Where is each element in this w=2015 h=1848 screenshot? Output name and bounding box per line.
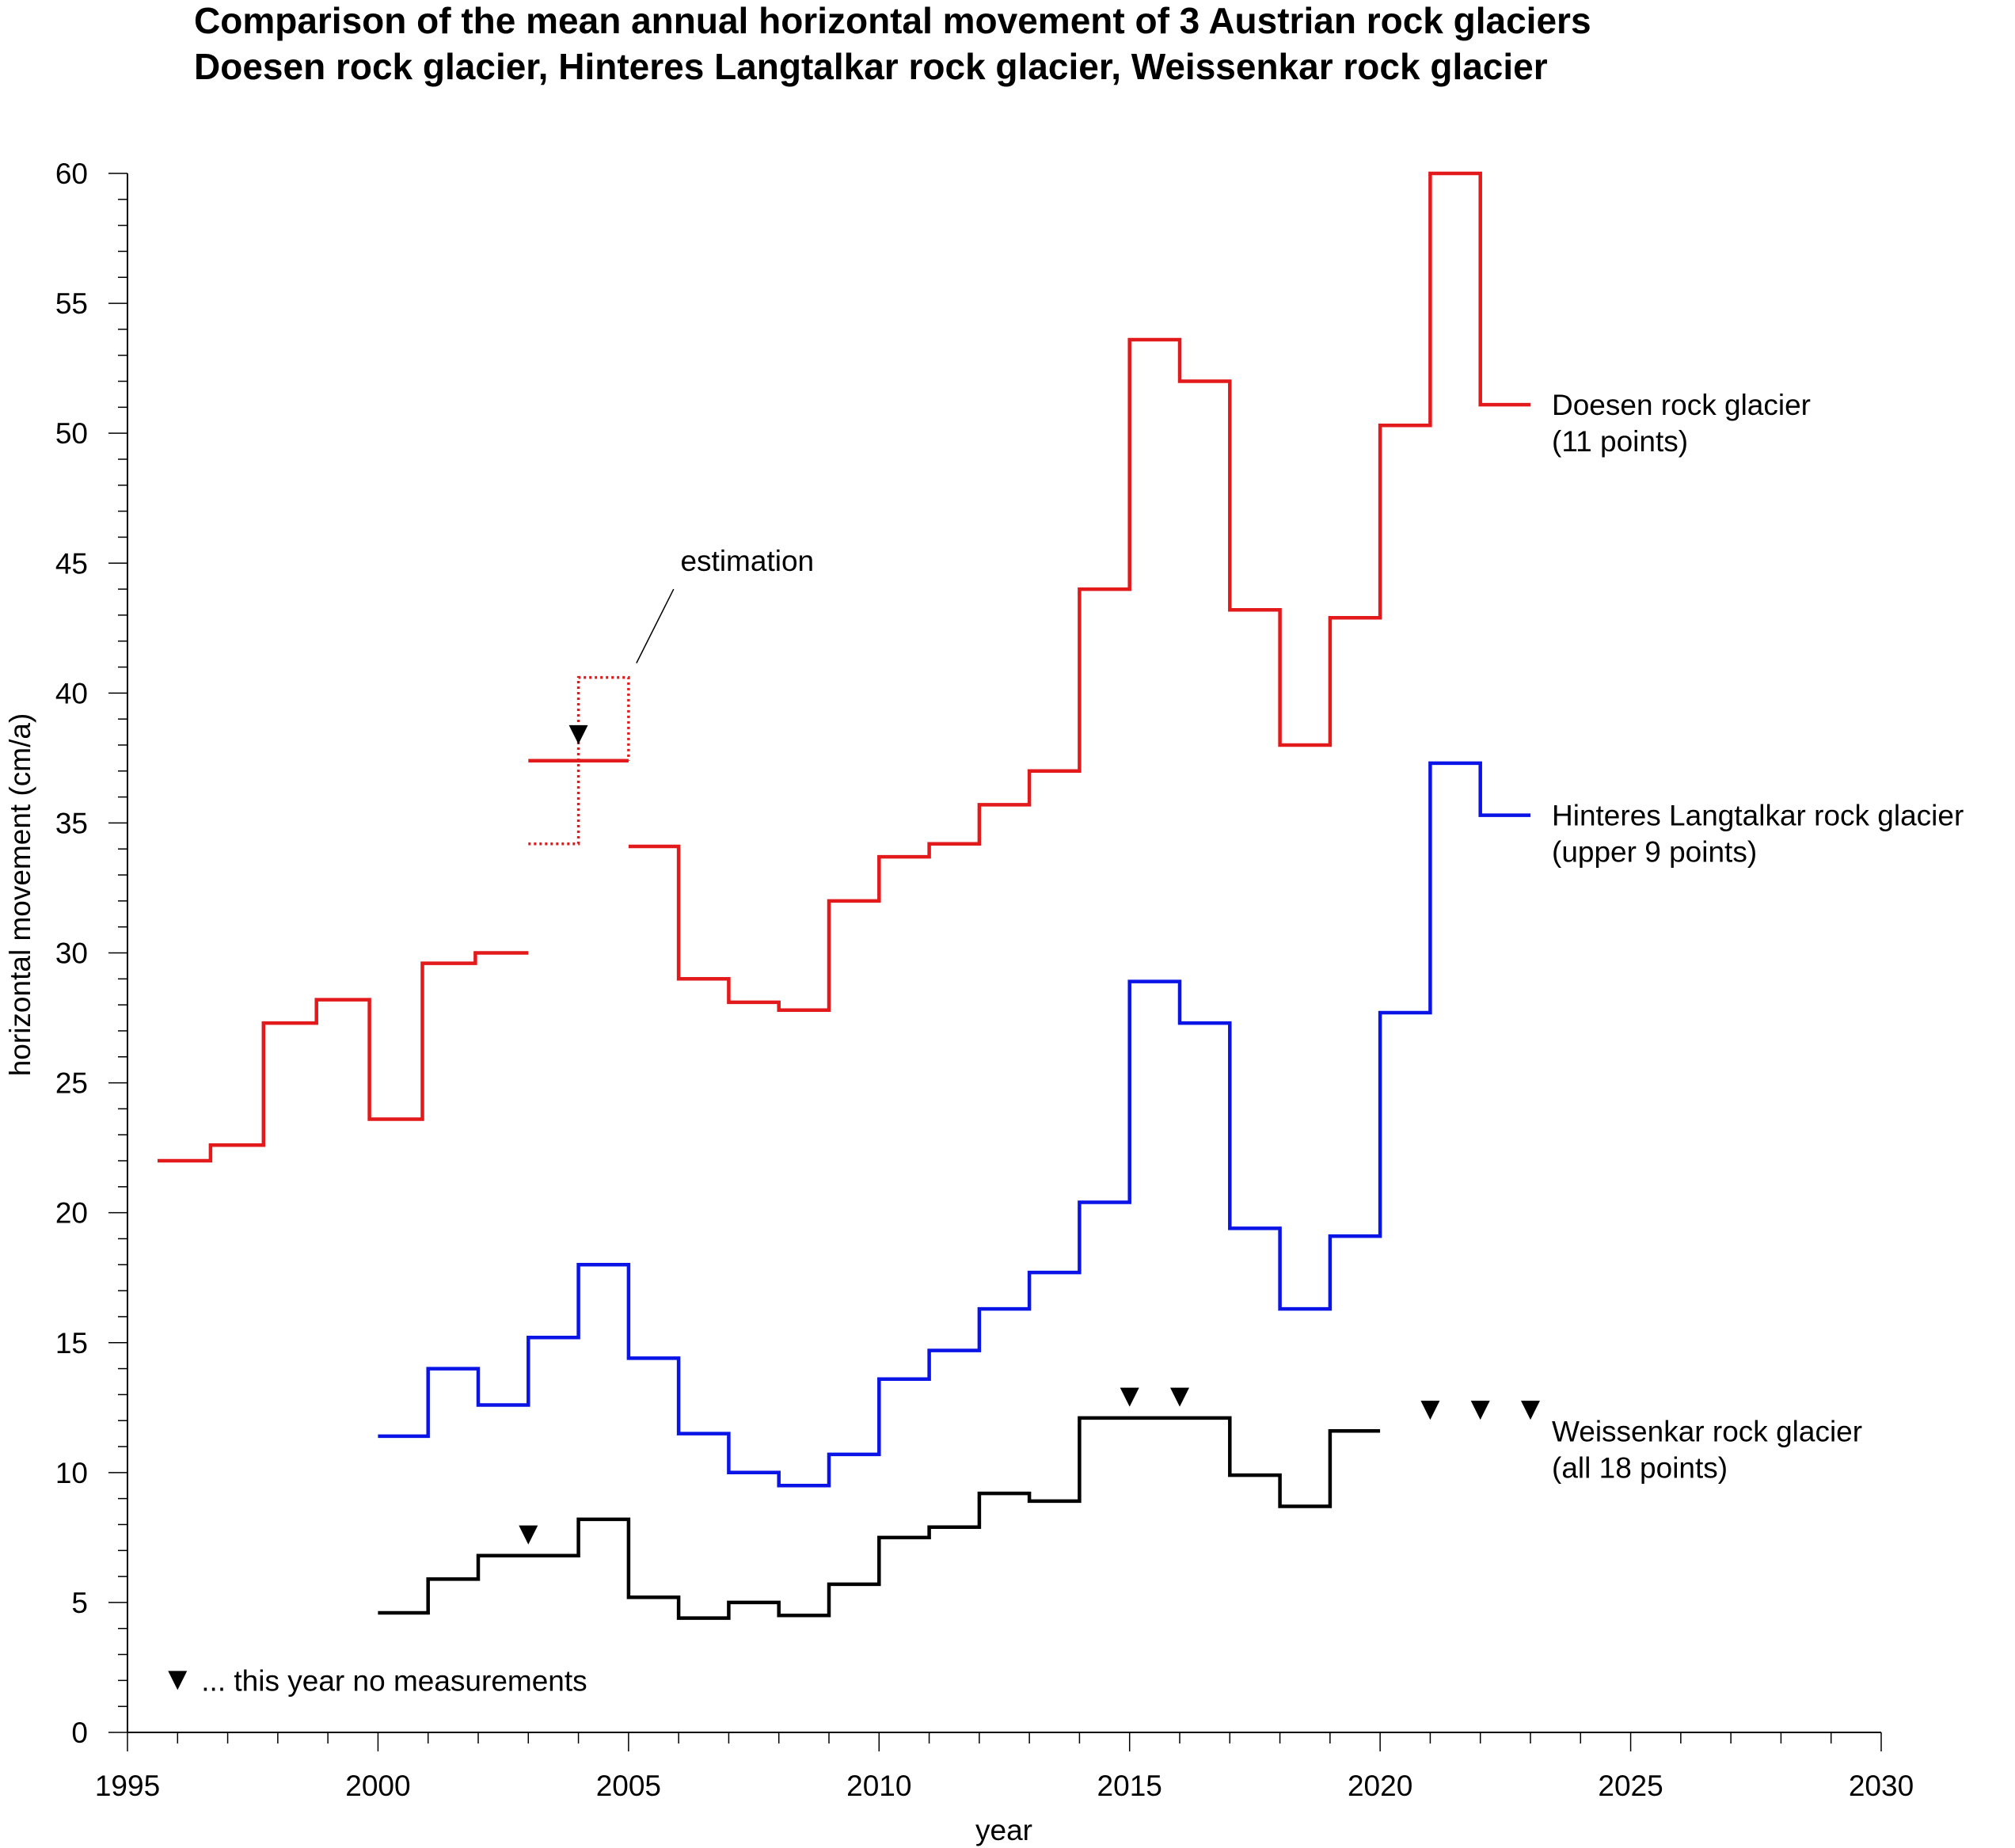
- x-axis-title: year: [975, 1814, 1032, 1846]
- y-tick-label: 25: [55, 1067, 88, 1100]
- series-weissenkar-rock-glacier: [378, 1416, 1381, 1620]
- x-tick-label: 2005: [596, 1770, 661, 1802]
- chart-title-line-2: Doesen rock glacier, Hinteres Langtalkar…: [194, 46, 1548, 87]
- no-measurement-marker: [1170, 1387, 1189, 1407]
- series-step-line: [628, 171, 1530, 1012]
- x-tick-label: 1995: [95, 1770, 160, 1802]
- no-measurement-markers: [168, 724, 1540, 1690]
- x-tick-label: 2020: [1348, 1770, 1412, 1802]
- x-tick-label: 2010: [846, 1770, 911, 1802]
- series-label-points: (upper 9 points): [1552, 836, 1757, 869]
- y-tick-label: 30: [55, 937, 88, 970]
- no-measurement-marker: [568, 724, 588, 744]
- y-tick-label: 0: [71, 1717, 88, 1749]
- y-tick-label: 20: [55, 1197, 88, 1230]
- x-tick-label: 2030: [1849, 1770, 1914, 1802]
- no-measurement-marker: [519, 1525, 538, 1545]
- series-layer: [158, 171, 1530, 1620]
- y-tick-label: 40: [55, 677, 88, 709]
- no-measurement-marker: [1470, 1401, 1490, 1420]
- series-step-line: [378, 1416, 1381, 1620]
- no-measurement-marker: [1521, 1401, 1540, 1420]
- y-tick-label: 55: [55, 287, 88, 320]
- estimation-label: estimation: [680, 545, 814, 577]
- estimation-dotted-line: [528, 675, 630, 846]
- y-tick-label: 15: [55, 1327, 88, 1359]
- no-measurement-marker: [168, 1671, 188, 1690]
- series-label-points: (all 18 points): [1552, 1451, 1728, 1484]
- series-doesen-rock-glacier: [158, 171, 1530, 1163]
- y-tick-label: 35: [55, 807, 88, 839]
- x-tick-label: 2015: [1097, 1770, 1162, 1802]
- no-measurement-marker: [1420, 1401, 1440, 1420]
- series-step-line: [158, 951, 529, 1163]
- x-tick-label: 2025: [1598, 1770, 1663, 1802]
- y-tick-label: 5: [71, 1587, 88, 1619]
- series-label-name: Hinteres Langtalkar rock glacier: [1552, 800, 1964, 832]
- series-hinteres-langtalkar-rock-glacier: [378, 761, 1530, 1488]
- y-tick-label: 45: [55, 547, 88, 580]
- series-label-points: (11 points): [1552, 425, 1688, 458]
- annotations: Doesen rock glacier (11 points) Hinteres L…: [201, 389, 1964, 1697]
- chart-title-line-1: Comparison of the mean annual horizontal…: [194, 0, 1591, 41]
- series-label-name: Weissenkar rock glacier: [1552, 1415, 1862, 1447]
- y-tick-label: 10: [55, 1457, 88, 1489]
- no-measurement-marker: [1120, 1387, 1139, 1407]
- series-step-line: [378, 761, 1530, 1488]
- y-tick-label: 60: [55, 158, 88, 190]
- estimation-leader-line: [636, 588, 675, 664]
- series-label-name: Doesen rock glacier: [1552, 389, 1811, 421]
- y-tick-label: 50: [55, 417, 88, 450]
- y-axis-title: horizontal movement (cm/a): [4, 713, 36, 1077]
- x-tick-label: 2000: [345, 1770, 410, 1802]
- legend-note: ... this year no measurements: [201, 1664, 587, 1697]
